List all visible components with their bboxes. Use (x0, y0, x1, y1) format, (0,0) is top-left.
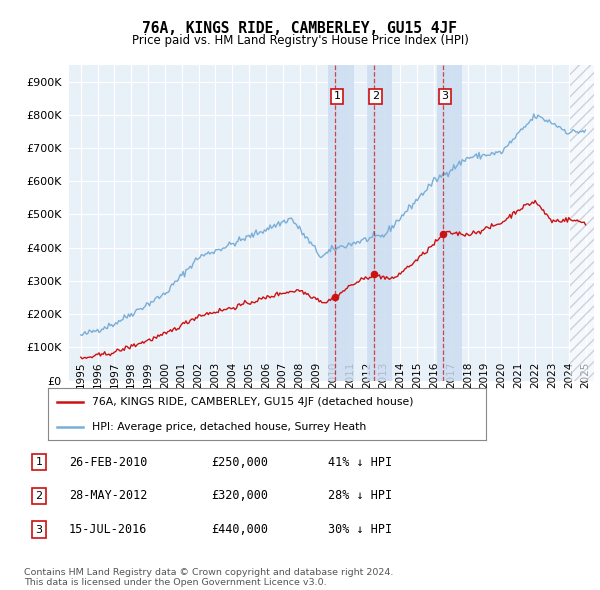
Text: 1: 1 (334, 91, 340, 101)
Text: 41% ↓ HPI: 41% ↓ HPI (328, 455, 392, 469)
Bar (437, 65, 462, 381)
Text: 3: 3 (442, 91, 448, 101)
Text: £440,000: £440,000 (212, 523, 269, 536)
Text: 26-FEB-2010: 26-FEB-2010 (69, 455, 147, 469)
Bar (367, 65, 392, 381)
Point (369, 270, 379, 279)
Point (331, 293, 340, 302)
Text: 1: 1 (35, 457, 43, 467)
Point (439, 230, 448, 239)
Text: Price paid vs. HM Land Registry's House Price Index (HPI): Price paid vs. HM Land Registry's House … (131, 34, 469, 47)
Text: 2: 2 (372, 91, 379, 101)
Bar (328, 65, 354, 381)
Text: £250,000: £250,000 (212, 455, 269, 469)
Text: 2: 2 (35, 491, 43, 501)
Text: 3: 3 (35, 525, 43, 535)
Text: £320,000: £320,000 (212, 489, 269, 503)
Text: 30% ↓ HPI: 30% ↓ HPI (328, 523, 392, 536)
Text: 15-JUL-2016: 15-JUL-2016 (69, 523, 147, 536)
Text: This data is licensed under the Open Government Licence v3.0.: This data is licensed under the Open Gov… (24, 578, 326, 587)
Text: 28-MAY-2012: 28-MAY-2012 (69, 489, 147, 503)
Text: HPI: Average price, detached house, Surrey Heath: HPI: Average price, detached house, Surr… (92, 422, 366, 431)
Text: 76A, KINGS RIDE, CAMBERLEY, GU15 4JF: 76A, KINGS RIDE, CAMBERLEY, GU15 4JF (143, 21, 458, 35)
Text: Contains HM Land Registry data © Crown copyright and database right 2024.: Contains HM Land Registry data © Crown c… (24, 568, 394, 577)
Text: 28% ↓ HPI: 28% ↓ HPI (328, 489, 392, 503)
Text: 76A, KINGS RIDE, CAMBERLEY, GU15 4JF (detached house): 76A, KINGS RIDE, CAMBERLEY, GU15 4JF (de… (92, 397, 413, 407)
